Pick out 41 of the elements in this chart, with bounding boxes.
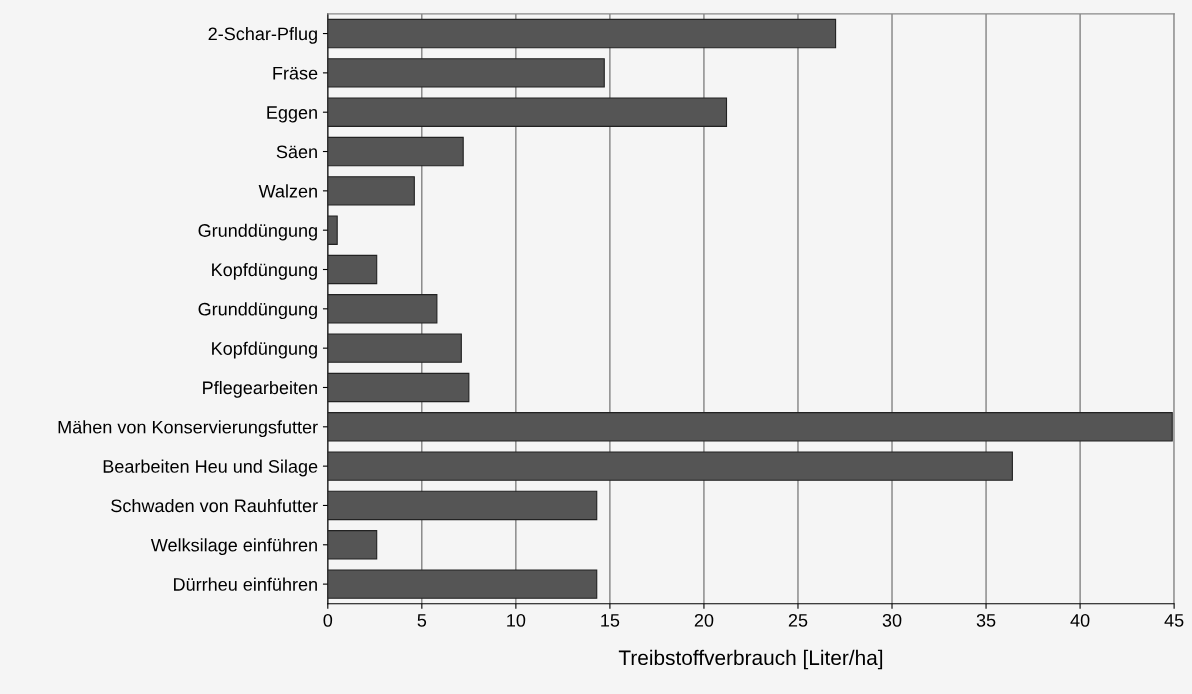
bar — [327, 490, 598, 521]
bar — [327, 58, 605, 88]
bar — [327, 254, 378, 285]
y-tick-label: Schwaden von Rauhfutter — [111, 498, 318, 513]
y-tick-label: Welksilage einführen — [150, 538, 317, 556]
y-tick-label: Grunddüngung — [198, 223, 317, 241]
bar — [327, 451, 1013, 481]
bar — [327, 412, 1173, 442]
y-tick-label: Eggen — [267, 106, 317, 123]
y-tick-label: Pflegearbeiten — [203, 380, 317, 398]
x-tick-label: 5 — [417, 614, 427, 627]
y-tick-label: Fräse — [273, 66, 318, 80]
x-tick-label: 15 — [601, 614, 620, 627]
bar — [327, 97, 728, 127]
y-tick-label: Kopfdüngung — [212, 262, 317, 280]
bar — [327, 215, 338, 245]
x-tick-label: 20 — [694, 613, 714, 627]
bar — [327, 372, 470, 403]
y-tick-label: Säen — [276, 145, 317, 159]
bar — [327, 136, 464, 167]
y-tick-label: Kopfdüngung — [212, 341, 317, 359]
bar — [327, 18, 837, 49]
bar — [327, 530, 378, 560]
x-tick-label: 0 — [323, 613, 333, 627]
bar — [327, 333, 462, 363]
x-tick-label: 30 — [882, 613, 902, 627]
y-tick-label: Grunddüngung — [198, 302, 317, 320]
y-tick-label: Dürrheu einführen — [174, 577, 317, 591]
y-tick-label: Bearbeiten Heu und Silage — [103, 459, 318, 477]
y-tick-label: Walzen — [258, 184, 317, 198]
x-axis-title: Treibstoffverbrauch [Liter/ha] — [618, 649, 883, 670]
x-tick-label: 35 — [976, 613, 996, 627]
x-tick-label: 40 — [1070, 613, 1090, 627]
bar — [327, 569, 598, 599]
bar — [327, 176, 415, 206]
x-tick-label: 25 — [788, 613, 808, 627]
y-tick-label: Mähen von Konservierungsfutter — [58, 420, 318, 438]
x-tick-label: 10 — [507, 613, 526, 627]
bar — [327, 294, 438, 324]
x-tick-label: 45 — [1164, 614, 1184, 627]
y-tick-label: 2-Schar-Pflug — [208, 27, 317, 44]
